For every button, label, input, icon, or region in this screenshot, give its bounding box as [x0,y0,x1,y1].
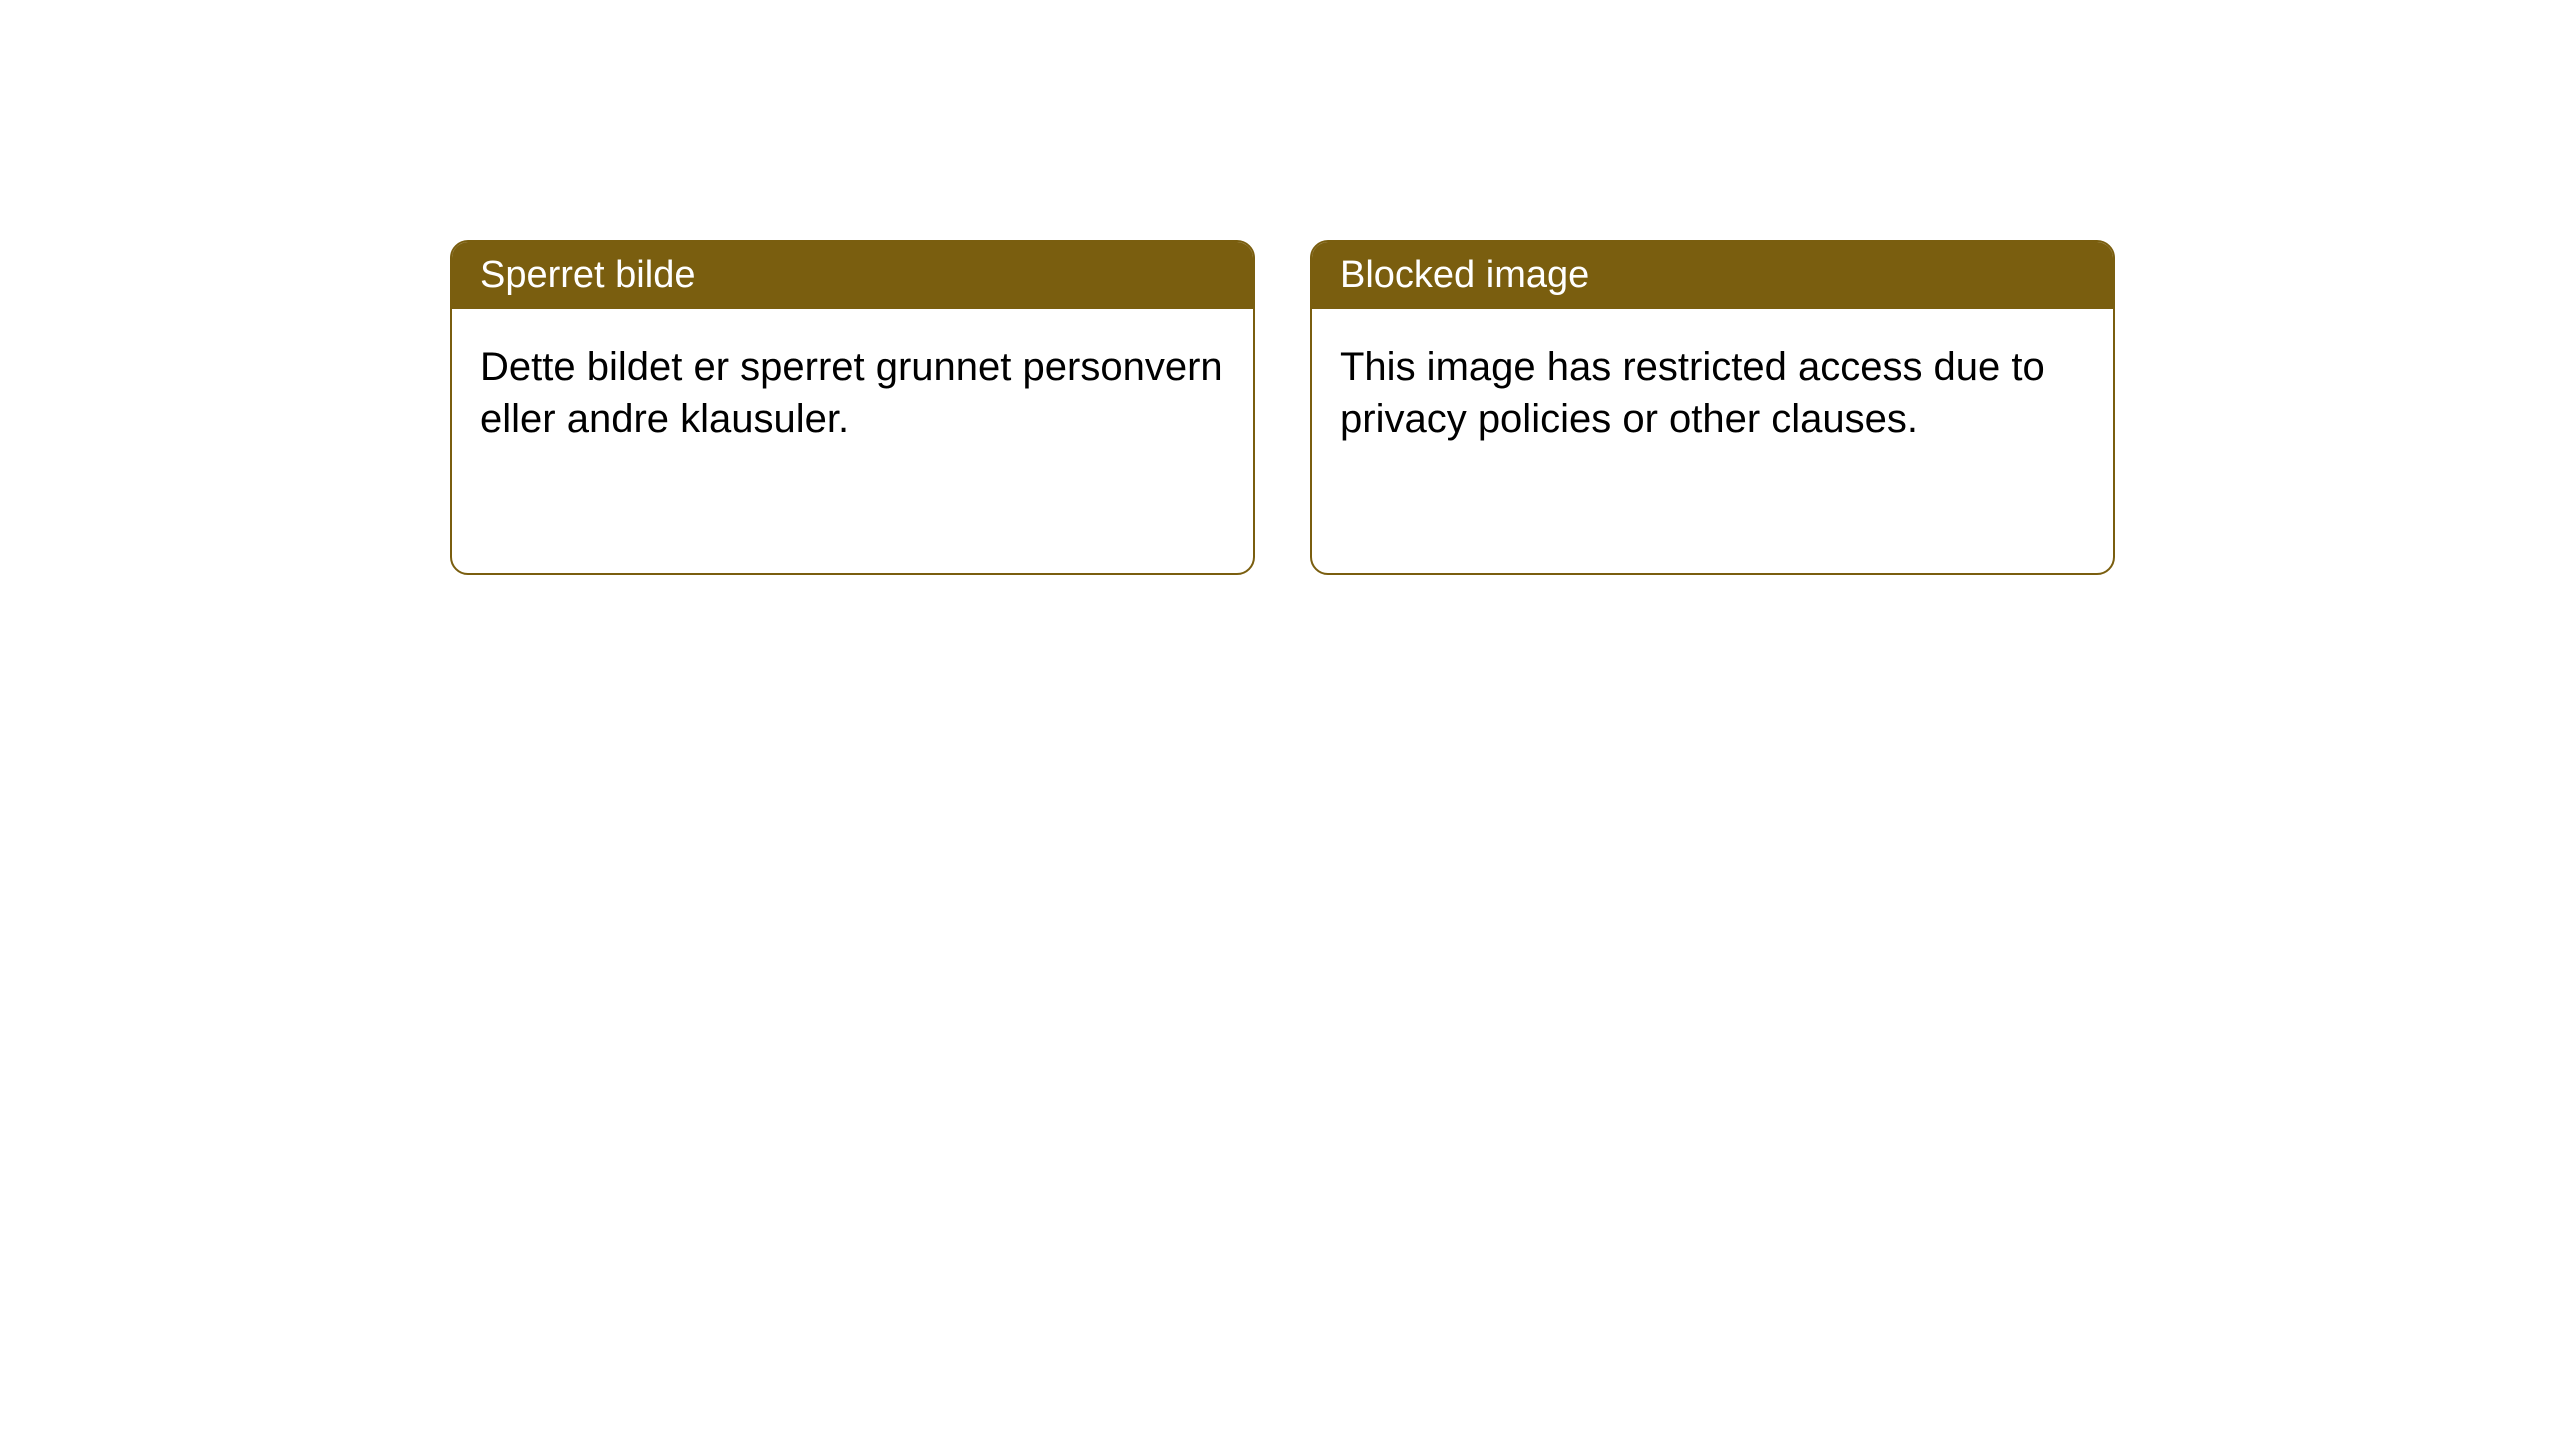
notice-card-english: Blocked image This image has restricted … [1310,240,2115,575]
card-header-text: Blocked image [1340,254,1589,296]
card-header: Sperret bilde [452,242,1253,309]
card-body-text: This image has restricted access due to … [1340,345,2045,441]
card-body: Dette bildet er sperret grunnet personve… [452,309,1253,477]
notice-card-norwegian: Sperret bilde Dette bildet er sperret gr… [450,240,1255,575]
card-body-text: Dette bildet er sperret grunnet personve… [480,345,1223,441]
notice-container: Sperret bilde Dette bildet er sperret gr… [0,0,2560,575]
card-body: This image has restricted access due to … [1312,309,2113,477]
card-header: Blocked image [1312,242,2113,309]
card-header-text: Sperret bilde [480,254,695,296]
